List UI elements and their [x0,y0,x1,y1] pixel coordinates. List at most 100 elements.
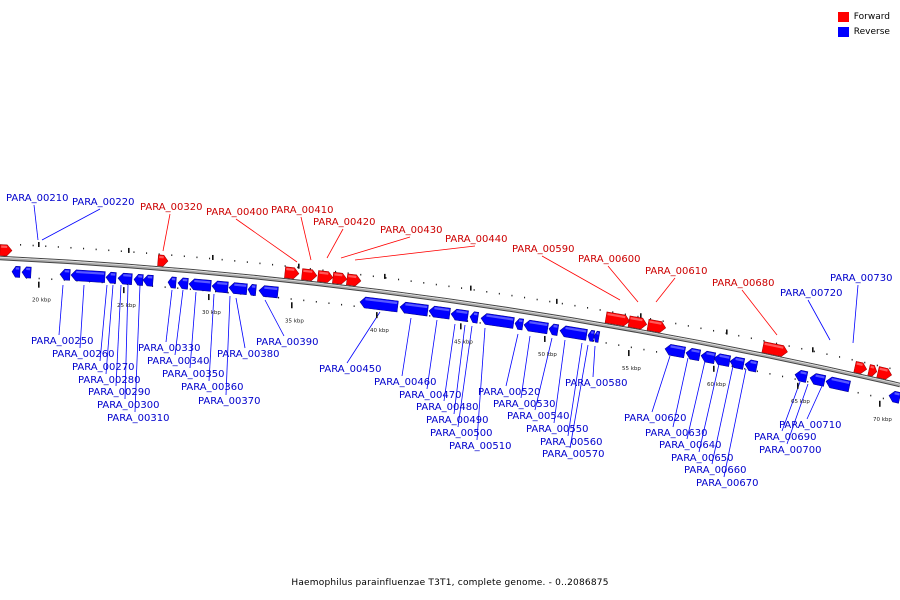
reverse-gene-label: PARA_00720 [780,288,842,299]
forward-gene-label: PARA_00610 [645,266,707,277]
minor-tick [713,329,715,332]
scale-tick [713,365,715,372]
forward-leader-line [300,216,312,261]
forward-gene-arrow [876,366,892,380]
minor-tick [83,247,85,250]
minor-tick [782,375,784,378]
minor-tick [605,342,607,344]
reverse-leader-line [58,284,64,336]
reverse-gene-label: PARA_00520 [478,387,540,398]
forward-gene-label: PARA_00430 [380,225,442,236]
forward-leader-line [235,218,298,263]
minor-tick [322,269,324,272]
reverse-gene-label: PARA_00250 [31,336,93,347]
scale-tick [291,302,293,309]
scale-tick [123,287,125,294]
minor-tick [448,285,450,288]
reverse-gene-arrow [825,376,851,393]
minor-tick [372,275,374,278]
scale-label: 70 kbp [873,417,892,423]
reverse-gene-label: PARA_00350 [162,369,224,380]
scale-label: 45 kbp [454,339,473,345]
forward-gene-arrow [0,244,13,257]
minor-tick [738,334,740,337]
scale-label: 40 kbp [370,328,389,334]
forward-leader-line [162,213,171,252]
scale-tick [208,294,210,301]
reverse-gene-label: PARA_00700 [759,445,821,456]
minor-tick [876,364,878,367]
minor-tick [45,245,47,248]
reverse-gene-arrow [188,278,212,292]
reverse-leader-line [651,355,671,413]
forward-gene-arrow [853,361,868,374]
forward-gene-label: PARA_00410 [271,205,333,216]
minor-tick [133,251,135,253]
scale-tick [376,312,378,319]
forward-gene-arrow [346,273,362,287]
minor-tick [813,350,815,353]
top-tick [640,313,642,319]
forward-gene-label: PARA_00600 [578,254,640,265]
forward-leader-line [541,255,621,301]
top-tick [726,329,728,335]
minor-tick [599,309,601,311]
scale-tick [544,335,546,342]
reverse-gene-label: PARA_00630 [645,428,707,439]
reverse-leader-line [264,299,285,337]
reverse-gene-arrow [450,308,469,322]
legend-reverse: Reverse [837,24,890,39]
minor-tick [889,367,891,370]
minor-tick [435,283,437,286]
reverse-gene-label: PARA_00280 [78,375,140,386]
minor-tick [108,249,110,252]
minor-tick [587,307,589,309]
reverse-leader-line [806,385,823,420]
reverse-leader-line [124,284,129,400]
forward-gene-arrow [332,271,348,285]
minor-tick [164,286,166,288]
reverse-leader-line [698,363,720,453]
minor-tick [473,289,475,291]
minor-tick [227,291,229,294]
top-tick [128,247,130,253]
top-tick [38,242,40,248]
reverse-leader-line [852,284,859,344]
reverse-leader-line [33,204,39,241]
reverse-gene-label: PARA_00290 [88,387,150,398]
reverse-gene-arrow [142,274,154,287]
reverse-gene-label: PARA_00390 [256,337,318,348]
reverse-gene-arrow [177,277,189,290]
reverse-leader-line [520,335,531,399]
reverse-gene-label: PARA_00370 [198,396,260,407]
reverse-leader-line [165,289,173,343]
top-tick [470,285,472,291]
minor-tick [750,337,752,340]
top-tick [384,273,386,279]
reverse-gene-arrow [593,330,601,343]
scale-label: 30 kbp [202,310,221,316]
reverse-gene-arrow [428,305,451,320]
minor-tick [650,318,652,320]
minor-tick [335,270,337,273]
reverse-gene-label: PARA_00540 [507,411,569,422]
reverse-gene-arrow [809,373,827,387]
minor-tick [769,373,771,375]
minor-tick [479,322,481,324]
minor-tick [882,397,884,400]
forward-gene-label: PARA_00320 [140,202,202,213]
forward-gene-arrow [627,315,648,330]
gene-labels: PARA_00320 PARA_00400 PARA_00410PARA_00420… [6,193,892,489]
minor-tick [20,244,22,246]
minor-tick [57,246,59,248]
reverse-leader-line [672,357,689,428]
minor-tick [486,290,488,293]
minor-tick [612,311,614,313]
reverse-gene-label: PARA_00510 [449,441,511,452]
minor-tick [839,356,841,358]
minor-tick [857,391,859,394]
reverse-gene-arrow [21,266,32,279]
minor-tick [744,367,746,370]
scale-label: 20 kbp [32,298,51,304]
minor-tick [215,290,217,293]
